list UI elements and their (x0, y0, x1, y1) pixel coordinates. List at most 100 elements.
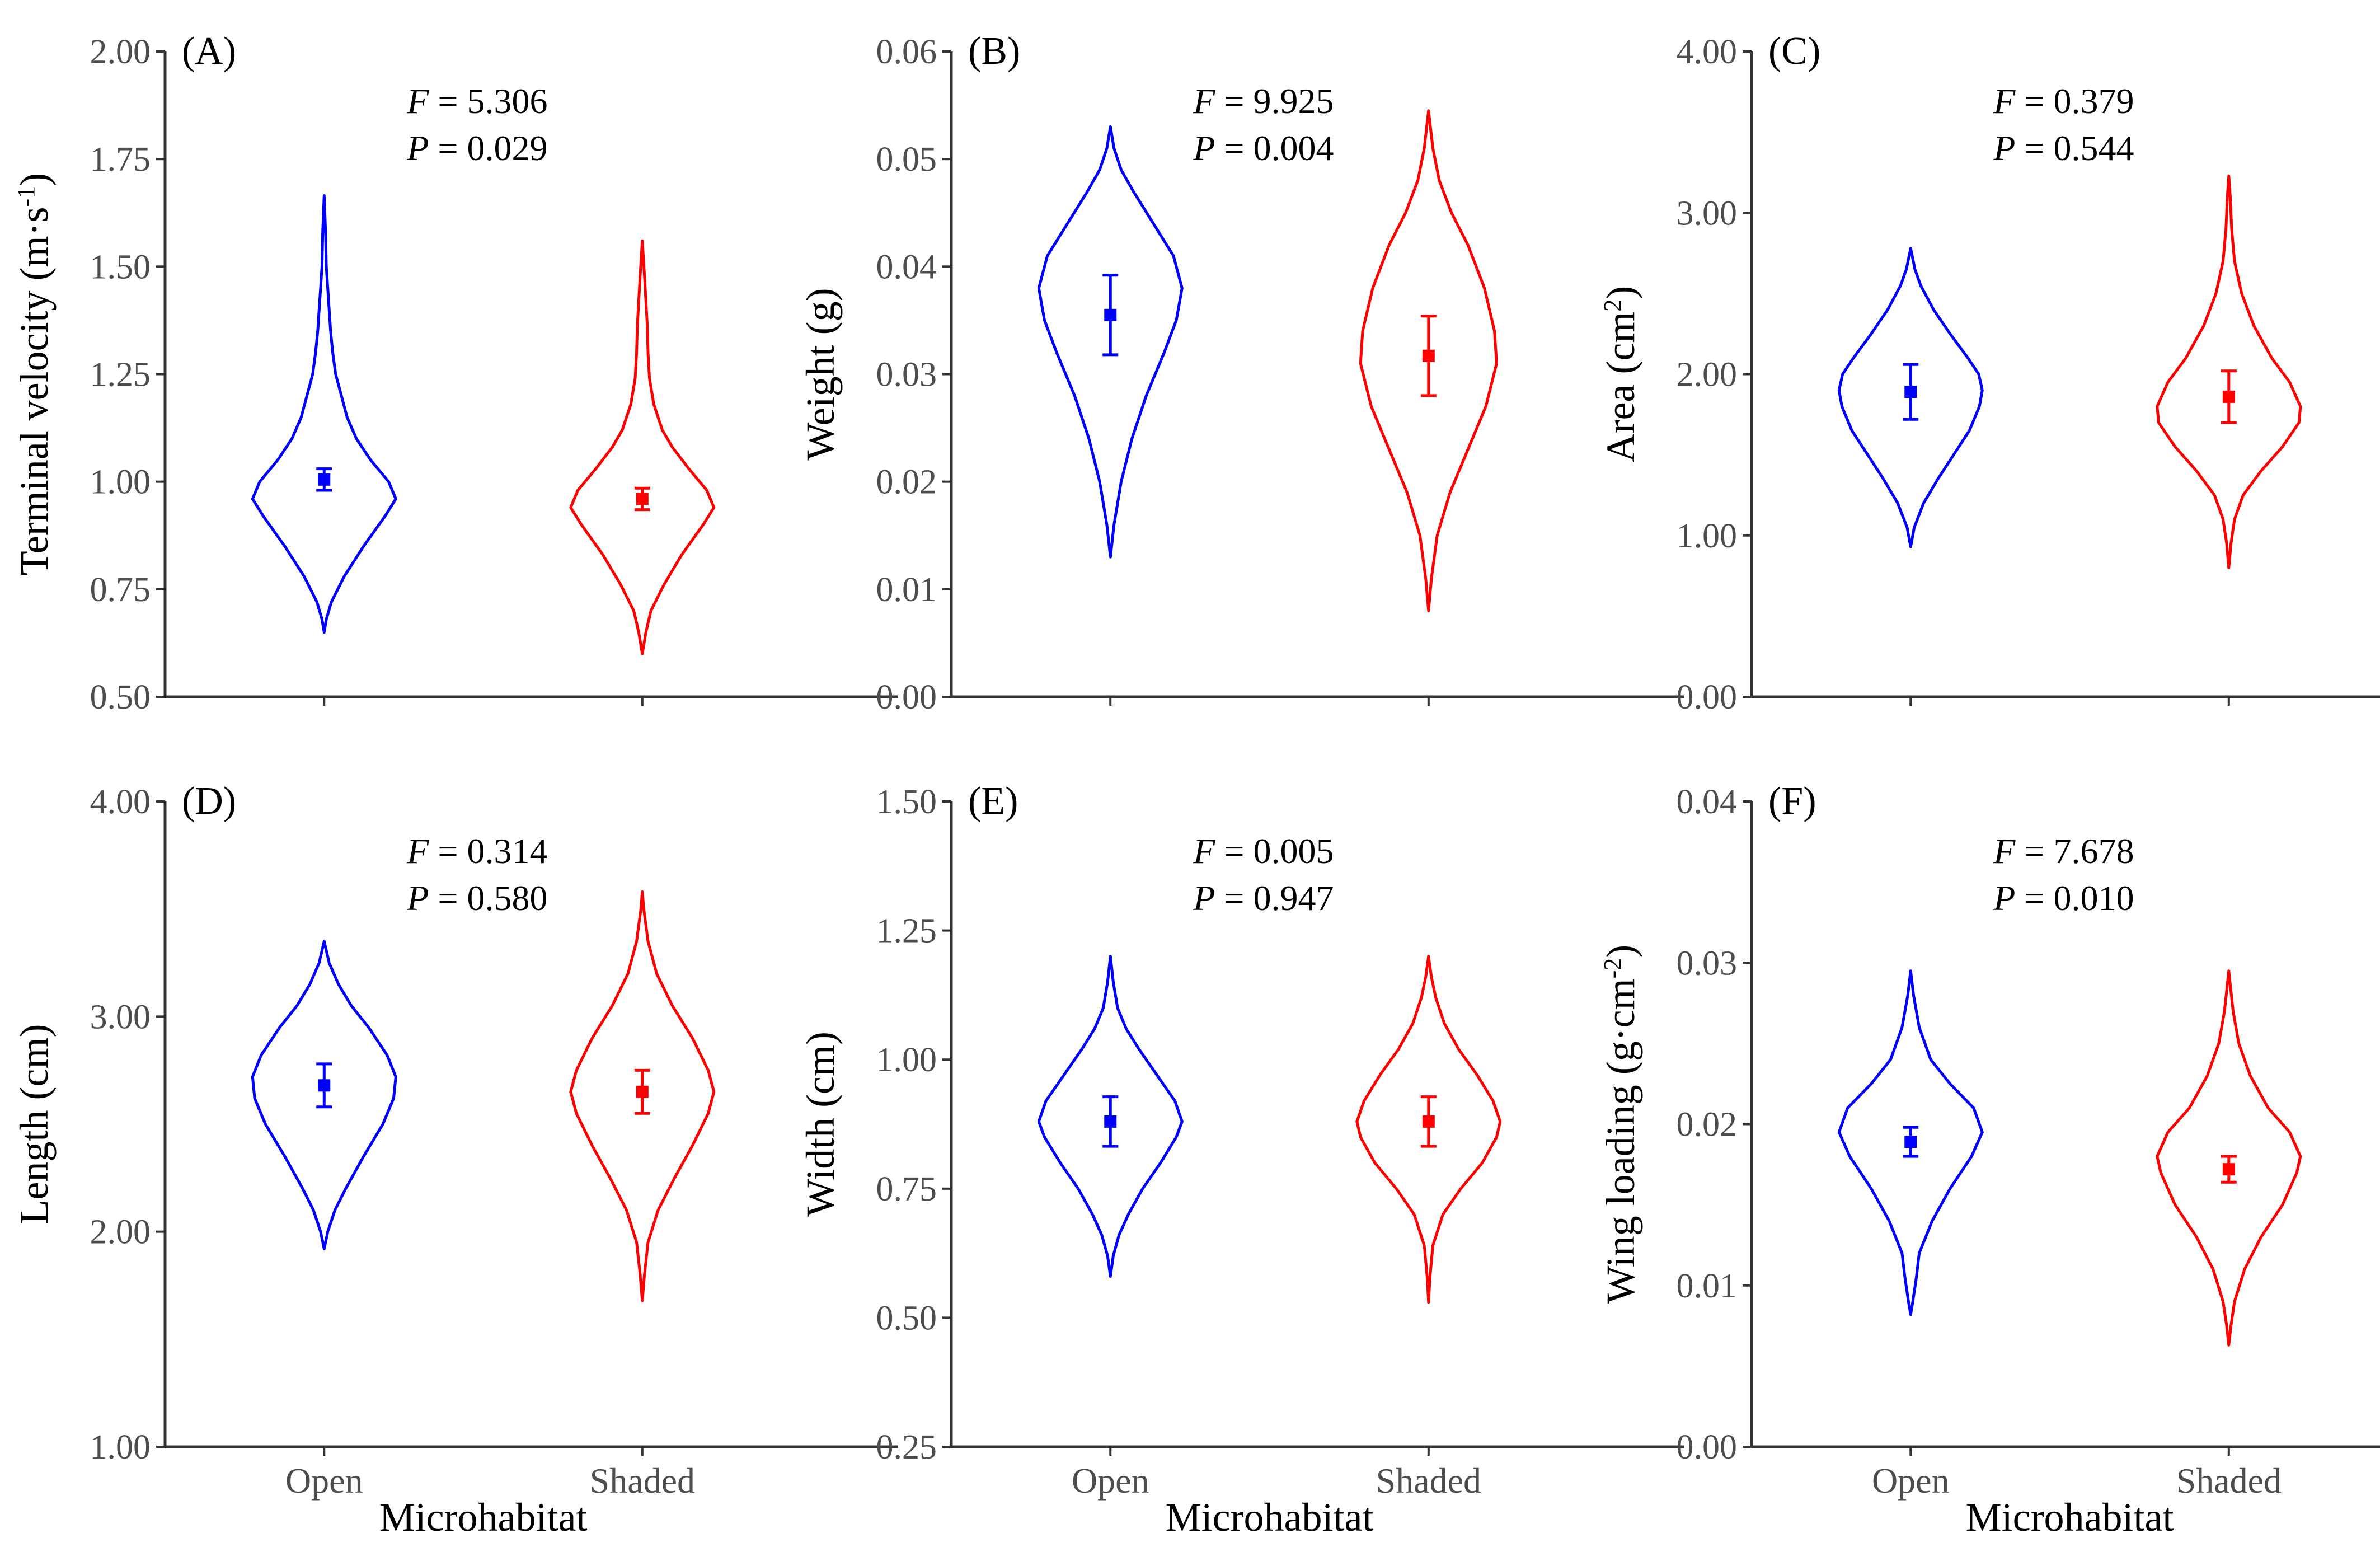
x-tick-label: Open (1872, 1461, 1950, 1501)
f-statistic-symbol: F (1193, 81, 1215, 121)
y-tick-label: 0.04 (876, 248, 937, 286)
y-axis-title-main: Width (cm) (798, 1031, 843, 1217)
y-axis-title-main: Weight (g) (798, 288, 843, 460)
y-tick-label: 1.25 (90, 356, 151, 394)
f-statistic-value: = 7.678 (2015, 831, 2134, 871)
y-tick-label: 1.00 (1677, 517, 1738, 555)
y-axis-title: Wing loading (g·cm-2) (1598, 945, 1643, 1304)
y-tick-label: 3.00 (90, 998, 151, 1036)
p-value-symbol: P (1993, 128, 2015, 168)
violin-open (1037, 125, 1184, 559)
y-tick-label: 2.00 (1677, 356, 1738, 394)
panel-tag: (A) (182, 30, 236, 73)
y-axis-title-superscript: 2 (1599, 299, 1626, 312)
f-statistic-value: = 0.379 (2015, 81, 2134, 121)
panel-b: 0.00 0.01 0.02 0.03 0.04 0.05 0.06 Weight (g) (B… (798, 30, 1684, 716)
violin-open (251, 194, 397, 634)
violin-open (251, 940, 397, 1250)
y-tick-label: 0.75 (876, 1170, 937, 1208)
y-tick-label: 0.02 (1677, 1106, 1738, 1144)
y-tick-label: 0.02 (876, 463, 937, 501)
y-axis-title: Weight (g) (798, 288, 843, 460)
y-tick-label: 0.03 (876, 356, 937, 394)
x-tick-label: Shaded (1376, 1461, 1481, 1501)
y-tick-label: 4.00 (1677, 33, 1738, 71)
violin-shaded (2156, 174, 2302, 569)
p-value-value: = 0.004 (1215, 128, 1334, 168)
x-tick-label: Open (285, 1461, 363, 1501)
y-tick-label: 1.25 (876, 912, 937, 950)
mean-point-shaded (2222, 1163, 2235, 1176)
p-value-value: = 0.544 (2015, 128, 2134, 168)
y-tick-label: 0.01 (1677, 1267, 1738, 1305)
y-axis-title-main: Length (cm) (12, 1024, 57, 1225)
y-tick-label: 3.00 (1677, 194, 1738, 232)
mean-point-open (318, 473, 331, 486)
f-statistic-symbol: F (1193, 831, 1215, 871)
x-axis-title: Microhabitat (379, 1495, 588, 1540)
panel-tag: (C) (1768, 30, 1820, 73)
y-tick-label: 0.00 (876, 678, 937, 716)
violin-open (1037, 955, 1184, 1278)
y-axis-title: Length (cm) (12, 1024, 57, 1225)
y-tick-label: 1.00 (90, 1428, 151, 1466)
p-value: P = 0.029 (406, 128, 547, 168)
panel-tag: (F) (1768, 780, 1816, 823)
f-statistic-value: = 5.306 (429, 81, 547, 121)
p-value-symbol: P (1993, 878, 2015, 918)
p-value-value: = 0.010 (2015, 878, 2134, 918)
panel-e: 0.25 0.50 0.75 1.00 1.25 1.50 Open ShadedMicroh… (798, 780, 1684, 1540)
y-tick-label: 0.50 (90, 678, 151, 716)
y-tick-label: 0.04 (1677, 783, 1738, 821)
p-value: P = 0.544 (1993, 128, 2134, 168)
f-statistic-symbol: F (1993, 81, 2016, 121)
f-statistic: F = 0.314 (406, 831, 547, 871)
y-tick-label: 0.00 (1677, 1428, 1738, 1466)
panel-a: 0.50 0.75 1.00 1.25 1.50 1.75 2.00 Terminal vel… (12, 30, 898, 716)
p-value: P = 0.580 (406, 878, 547, 918)
violin-shaded (1355, 955, 1502, 1304)
y-tick-label: 0.06 (876, 33, 937, 71)
y-tick-label: 0.01 (876, 571, 937, 609)
y-tick-label: 1.50 (876, 783, 937, 821)
y-axis-title-main: Area (cm (1598, 312, 1643, 463)
violin-open (1837, 247, 1984, 548)
y-tick-label: 0.25 (876, 1428, 937, 1466)
p-value-symbol: P (406, 878, 429, 918)
y-tick-label: 0.50 (876, 1299, 937, 1337)
mean-point-shaded (636, 1085, 649, 1098)
f-statistic-symbol: F (1993, 831, 2016, 871)
y-tick-label: 1.00 (90, 463, 151, 501)
panel-tag: (D) (182, 780, 236, 823)
y-axis-title-main: Wing loading (g·cm (1598, 978, 1643, 1304)
p-value-symbol: P (1193, 878, 1215, 918)
mean-point-shaded (1422, 1115, 1435, 1128)
x-axis-title: Microhabitat (1166, 1495, 1374, 1540)
y-tick-label: 0.05 (876, 140, 937, 179)
y-axis-title-end: ) (12, 173, 57, 186)
y-axis-title-superscript: -1 (12, 186, 40, 207)
y-tick-label: 1.00 (876, 1041, 937, 1079)
y-axis-title: Width (cm) (798, 1031, 843, 1217)
violin-shaded (569, 890, 716, 1302)
p-value: P = 0.010 (1993, 878, 2134, 918)
f-statistic-value: = 0.005 (1215, 831, 1334, 871)
y-tick-label: 0.75 (90, 571, 151, 609)
y-axis-title-main: Terminal velocity (m·s (12, 207, 57, 575)
panel-f: 0.00 0.01 0.02 0.03 0.04 Open ShadedMicrohabit… (1598, 780, 2380, 1540)
p-value-symbol: P (406, 128, 429, 168)
y-axis-title-end: ) (1598, 286, 1643, 299)
y-tick-label: 0.03 (1677, 944, 1738, 982)
mean-point-open (1904, 386, 1917, 398)
f-statistic: F = 0.005 (1193, 831, 1334, 871)
p-value: P = 0.947 (1193, 878, 1334, 918)
mean-point-shaded (1422, 349, 1435, 362)
violin-shaded (1359, 109, 1498, 612)
x-tick-label: Shaded (2176, 1461, 2282, 1501)
f-statistic: F = 9.925 (1193, 81, 1334, 121)
p-value: P = 0.004 (1193, 128, 1334, 168)
y-tick-label: 4.00 (90, 783, 151, 821)
x-tick-label: Shaded (590, 1461, 695, 1501)
mean-point-shaded (2222, 390, 2235, 403)
